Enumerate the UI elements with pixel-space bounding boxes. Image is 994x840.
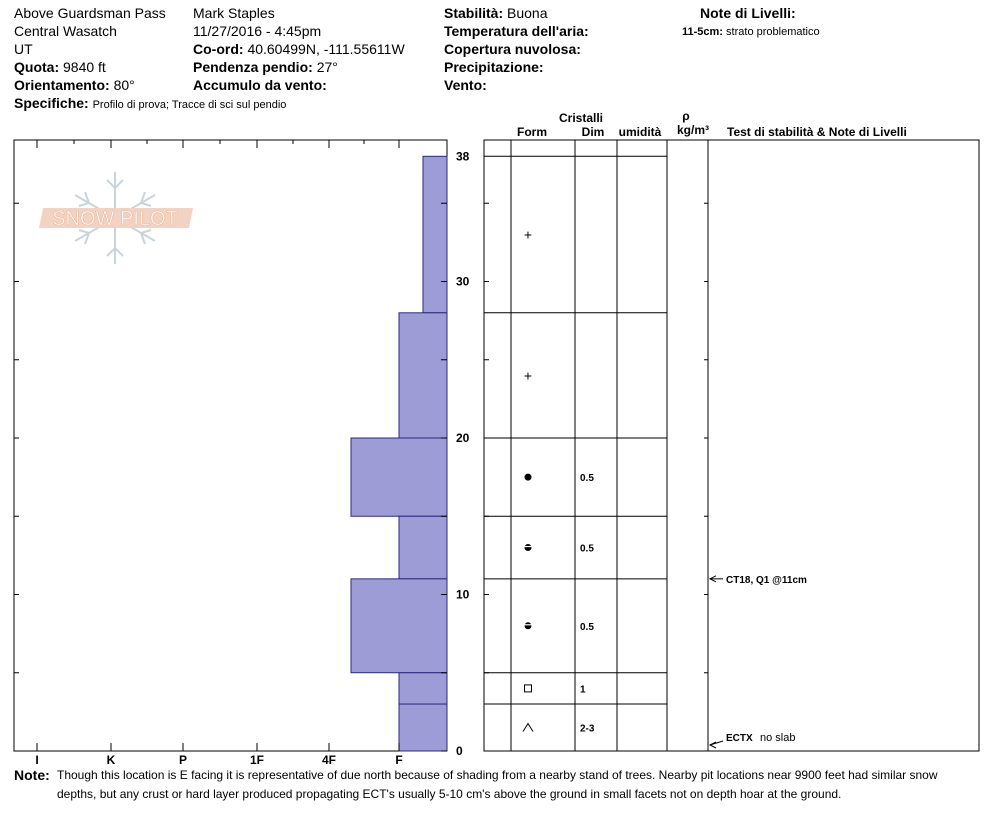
crystal-size: 0.5 — [580, 544, 594, 555]
crystal-size: 1 — [580, 684, 586, 695]
stability-test-result: ECTX — [726, 733, 753, 744]
layer-note-depth: 11-5cm: — [682, 26, 723, 38]
density-unit-header: kg/m³ — [677, 123, 709, 137]
logo-text: SNOW PILOT — [52, 208, 178, 230]
observer: Mark Staples — [193, 5, 275, 21]
specifics-value: Profilo di prova; Tracce di sci sul pend… — [92, 99, 287, 111]
stability-test-note: no slab — [760, 732, 795, 744]
crystal-form-depth-hoar — [522, 722, 534, 732]
moisture-header: umidità — [619, 125, 662, 139]
rho-header: ρ — [682, 109, 689, 123]
crystals-header: Cristalli — [559, 111, 603, 125]
precipitation-label: Precipitazione: — [444, 59, 544, 75]
hardness-bar — [398, 312, 448, 439]
hardness-tick-label: P — [179, 753, 187, 767]
wind-loading-label: Accumulo da vento: — [193, 77, 327, 93]
crystal-form-rounding-faceted — [524, 622, 532, 630]
crystal-table-frame — [483, 139, 980, 752]
crystal-size: 0.5 — [580, 622, 594, 633]
hardness-bar — [398, 703, 448, 752]
datetime: 11/27/2016 - 4:45pm — [193, 23, 322, 39]
hardness-tick-label: F — [395, 753, 402, 767]
depth-tick-label: 38 — [456, 149, 470, 163]
slope-label: Pendenza pendio: — [193, 59, 313, 75]
depth-tick-label: 20 — [456, 431, 470, 445]
stability-test-arrowhead — [708, 741, 717, 749]
snow-pilot-logo: SNOW PILOT — [39, 172, 193, 264]
hardness-bar — [350, 578, 448, 674]
hardness-tick-label: 4F — [322, 753, 336, 767]
coord-value: 40.60499N, -111.55611W — [247, 41, 405, 57]
layer-notes-label: Note di Livelli: — [700, 5, 796, 21]
hardness-tick-label: I — [35, 753, 38, 767]
depth-tick-label: 30 — [456, 275, 470, 289]
slope-value: 27° — [316, 59, 338, 75]
cloud-cover-label: Copertura nuvolosa: — [444, 41, 581, 57]
form-header: Form — [517, 125, 547, 139]
crystal-form-precip-particle: + — [524, 367, 532, 383]
notes-label: Note: — [14, 767, 50, 783]
stability-value: Buona — [507, 5, 548, 21]
layer-note-text: strato problematico — [726, 26, 820, 38]
crystal-form-rounded-grain — [524, 473, 532, 481]
crystal-size: 2-3 — [580, 724, 595, 735]
crystal-form-faceted — [524, 684, 532, 693]
elevation-label: Quota: — [14, 59, 60, 75]
hardness-tick-label: K — [107, 753, 116, 767]
stability-label: Stabilità: — [444, 5, 504, 21]
depth-tick-label: 0 — [456, 744, 463, 758]
stability-test-result: CT18, Q1 @11cm — [726, 575, 807, 586]
elevation-value: 9840 ft — [63, 59, 106, 75]
air-temp-label: Temperatura dell'aria: — [444, 23, 589, 39]
notes-text: Though this location is E facing it is r… — [57, 768, 938, 801]
crystal-size: 0.5 — [580, 473, 594, 484]
aspect-value: 80° — [113, 77, 135, 93]
stability-tests-header: Test di stabilità & Note di Livelli — [727, 125, 907, 139]
hardness-tick-label: 1F — [250, 753, 264, 767]
coord-label: Co-ord: — [193, 41, 244, 57]
hardness-bar — [398, 672, 448, 705]
depth-tick-label: 10 — [456, 588, 470, 602]
mountain-range: Central Wasatch — [14, 23, 117, 39]
stability-test-arrowhead — [708, 575, 717, 583]
plot-area: 38 30 20 10 0 I K P 1F 4F F + +0.5 0.5 0.5 1 2-3 CT18, Q1… — [13, 139, 980, 767]
size-header: Dim — [582, 125, 605, 139]
location: Above Guardsman Pass — [14, 5, 166, 21]
state: UT — [14, 41, 33, 57]
specifics-label: Specifiche: — [14, 95, 89, 111]
hardness-bar — [422, 155, 448, 314]
aspect-label: Orientamento: — [14, 77, 110, 93]
crystal-form-rounding-faceted — [524, 544, 532, 552]
hardness-bar — [350, 437, 448, 517]
crystal-form-precip-particle: + — [524, 227, 532, 243]
wind-label: Vento: — [444, 77, 487, 93]
hardness-bar — [398, 515, 448, 580]
